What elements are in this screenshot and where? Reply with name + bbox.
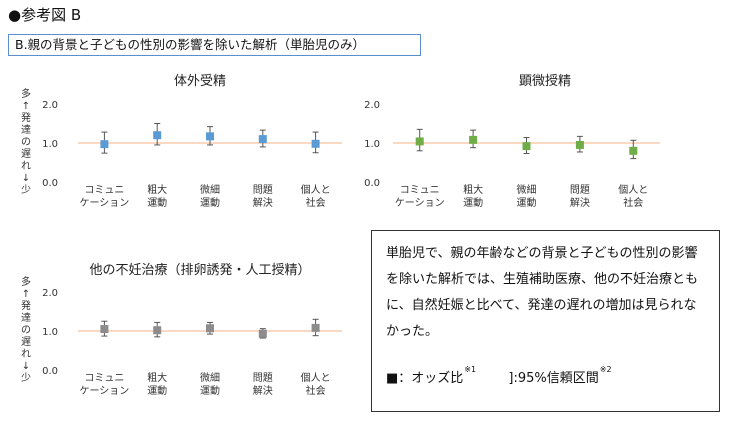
x-category-label: 個人と社会	[618, 183, 648, 209]
x-category-label-line: 社会	[306, 384, 326, 397]
data-point-marker	[206, 324, 214, 333]
y-tick-label: 0.0	[364, 178, 380, 189]
data-point-marker	[258, 135, 267, 144]
x-category-label: 個人と社会	[301, 371, 331, 397]
y-tick-label: 2.0	[42, 288, 58, 299]
x-category-label-line: 個人と	[301, 183, 331, 196]
page-heading: ●参考図 B	[8, 6, 82, 24]
x-category-label-line: 問題	[253, 372, 273, 384]
x-category-label: 問題解決	[253, 184, 273, 209]
x-category-label: 粗大運動	[147, 183, 167, 209]
legend-odds-ratio: ■：オッズ比	[386, 371, 464, 386]
x-category-label: 微細運動	[200, 183, 220, 209]
x-category-label: 問題解決	[570, 184, 590, 209]
x-category-label-line: 運動	[463, 196, 483, 209]
y-tick-label: 1.0	[364, 139, 380, 150]
x-category-label-line: コミュニ	[400, 185, 440, 196]
x-category-label-line: 解決	[570, 196, 590, 209]
data-point-marker	[153, 326, 162, 335]
x-category-label-line: 微細	[517, 183, 537, 196]
x-category-label: 微細運動	[517, 183, 537, 209]
y-tick-label: 2.0	[42, 100, 58, 111]
legend-confidence-interval: ]:95%信頼区間	[508, 371, 599, 386]
x-category-label-line: 微細	[200, 371, 220, 384]
x-category-label-line: コミュニ	[84, 373, 124, 384]
x-category-label: 粗大運動	[147, 371, 167, 397]
data-point-marker	[311, 323, 320, 332]
legend: ■：オッズ比※1 ]:95%信頼区間※2	[386, 357, 705, 392]
x-category-label-line: 個人と	[618, 183, 648, 196]
x-category-label-line: 運動	[200, 196, 220, 209]
x-category-label-line: 問題	[570, 184, 590, 196]
summary-note-box: 単胎児で、親の年齢などの背景と子どもの性別の影響を除いた解析では、生殖補助医療、…	[371, 230, 720, 412]
data-point-marker	[575, 140, 584, 149]
x-category-label-line: ケーション	[79, 197, 129, 209]
x-category-label-line: 粗大	[147, 183, 167, 196]
x-category-label-line: 個人と	[301, 371, 331, 384]
data-point-marker	[100, 325, 109, 334]
data-point-marker	[206, 132, 214, 141]
x-category-label: 問題解決	[253, 372, 273, 397]
chart-title: 他の不妊治療（排卵誘発・人工授精）	[89, 263, 311, 278]
analysis-subtitle: B.親の背景と子どもの性別の影響を除いた解析（単胎児のみ）	[8, 34, 421, 56]
chart-panel-icsi: 顕微授精 0.0 1.0 2.0 コミュニケーション 粗大運動 微細運動 問題解決 個人と社会	[355, 60, 725, 220]
x-category-label: コミュニケーション	[79, 185, 129, 209]
y-tick-label: 2.0	[364, 100, 380, 111]
x-category-label-line: 解決	[253, 196, 273, 209]
chart-title: 体外受精	[173, 74, 226, 89]
data-point-marker	[153, 131, 162, 140]
x-category-label-line: 運動	[517, 196, 537, 209]
summary-note-text: 単胎児で、親の年齢などの背景と子どもの性別の影響を除いた解析では、生殖補助医療、…	[386, 246, 699, 339]
x-category-label-line: 運動	[147, 196, 167, 209]
x-category-label: コミュニケーション	[79, 373, 129, 397]
x-category-label-line: 問題	[253, 184, 273, 196]
x-category-label-line: コミュニ	[84, 185, 124, 196]
y-tick-label: 0.0	[42, 366, 58, 377]
x-category-label: コミュニケーション	[395, 185, 445, 209]
x-category-label-line: 社会	[306, 196, 326, 209]
data-point-marker	[258, 329, 267, 338]
x-category-label-line: 解決	[253, 384, 273, 397]
chart-title: 顕微授精	[518, 74, 571, 89]
data-point-marker	[469, 135, 478, 144]
y-tick-label: 0.0	[42, 178, 58, 189]
x-category-label-line: 微細	[200, 183, 220, 196]
data-point-marker	[311, 139, 320, 148]
chart-panel-other-treatment: 他の不妊治療（排卵誘発・人工授精） 多↑発達の遅れ↓少 0.0 1.0 2.0 コミュ…	[0, 250, 360, 410]
x-category-label: 個人と社会	[301, 183, 331, 209]
legend-odds-ratio-footnote: ※1	[464, 365, 477, 374]
legend-ci-footnote: ※2	[599, 365, 612, 374]
x-category-label: 微細運動	[200, 371, 220, 397]
data-point-marker	[629, 146, 638, 155]
x-category-label-line: 粗大	[463, 183, 483, 196]
chart-panel-ivf: 体外受精 多↑発達の遅れ↓少 0.0 1.0 2.0 コミュニケーション 粗大運動 微細運…	[0, 60, 360, 220]
x-category-label-line: 運動	[200, 384, 220, 397]
x-category-label-line: ケーション	[79, 385, 129, 397]
data-point-marker	[100, 140, 109, 149]
x-category-label-line: 粗大	[147, 371, 167, 384]
y-tick-label: 1.0	[42, 139, 58, 150]
x-category-label-line: 社会	[623, 196, 643, 209]
y-tick-label: 1.0	[42, 327, 58, 338]
data-point-marker	[522, 142, 531, 151]
y-axis-label: 多↑発達の遅れ↓少	[21, 89, 31, 196]
x-category-label-line: 運動	[147, 384, 167, 397]
data-point-marker	[415, 137, 424, 146]
x-category-label: 粗大運動	[463, 183, 483, 209]
x-category-label-line: ケーション	[395, 197, 445, 209]
y-axis-label: 多↑発達の遅れ↓少	[21, 277, 31, 384]
